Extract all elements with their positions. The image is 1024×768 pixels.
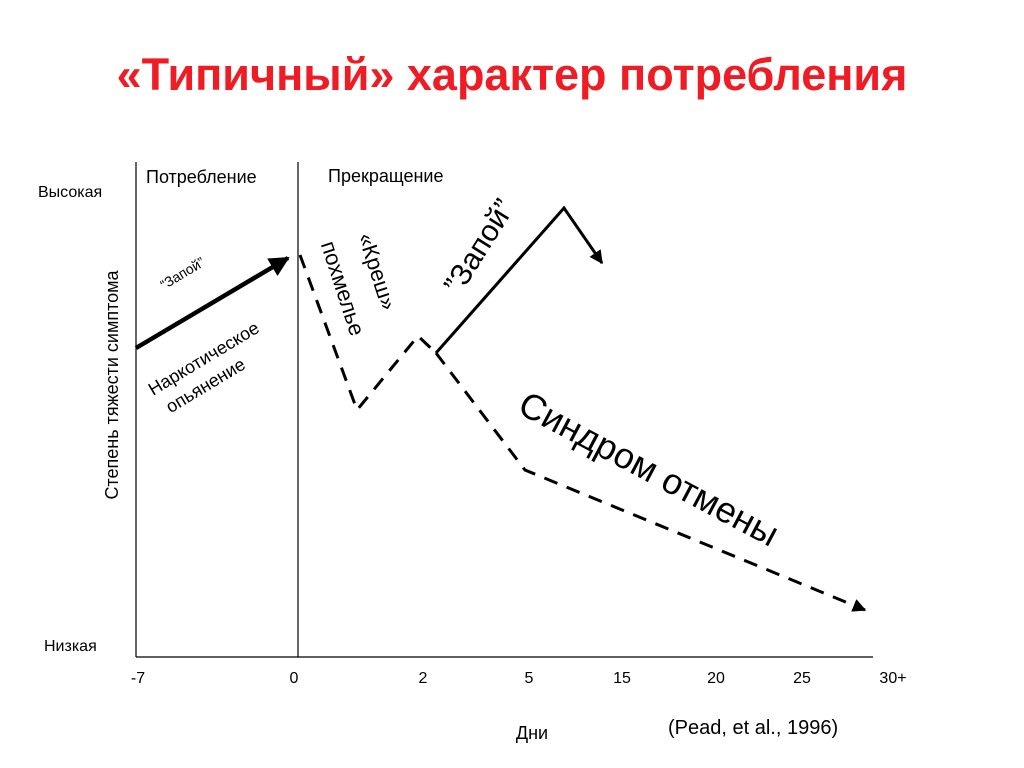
binge-relapse-line bbox=[434, 205, 604, 354]
phase-cessation-label: Прекращение bbox=[328, 166, 443, 186]
binge-arrow bbox=[134, 256, 290, 350]
x-tick: 0 bbox=[290, 670, 299, 687]
crash-label: «Креш» похмелье bbox=[316, 230, 402, 339]
citation: (Pead, et al., 1996) bbox=[668, 717, 839, 739]
x-tick: 15 bbox=[613, 670, 631, 687]
x-axis-title: Дни bbox=[516, 723, 548, 743]
y-axis-title: Степень тяжести симптома bbox=[102, 269, 122, 499]
x-tick: -7 bbox=[131, 670, 145, 687]
y-axis-low-label: Низкая bbox=[44, 638, 97, 655]
slide-title: «Типичный» характер потребления bbox=[116, 49, 908, 100]
crash-dashed-line bbox=[298, 254, 438, 413]
binge-large-label: ”Запой” bbox=[438, 194, 521, 300]
phase-use-label: Потребление bbox=[146, 167, 257, 187]
withdrawal-label: Синдром отмены bbox=[512, 383, 786, 554]
withdrawal-dashed-line bbox=[434, 352, 867, 612]
x-tick: 25 bbox=[793, 670, 811, 687]
y-axis-high-label: Высокая bbox=[38, 184, 102, 201]
x-tick: 2 bbox=[419, 670, 428, 687]
x-tick: 30+ bbox=[879, 670, 906, 687]
x-tick: 20 bbox=[707, 670, 725, 687]
x-tick: 5 bbox=[525, 670, 534, 687]
binge-small-label: “Запой” bbox=[157, 254, 207, 293]
